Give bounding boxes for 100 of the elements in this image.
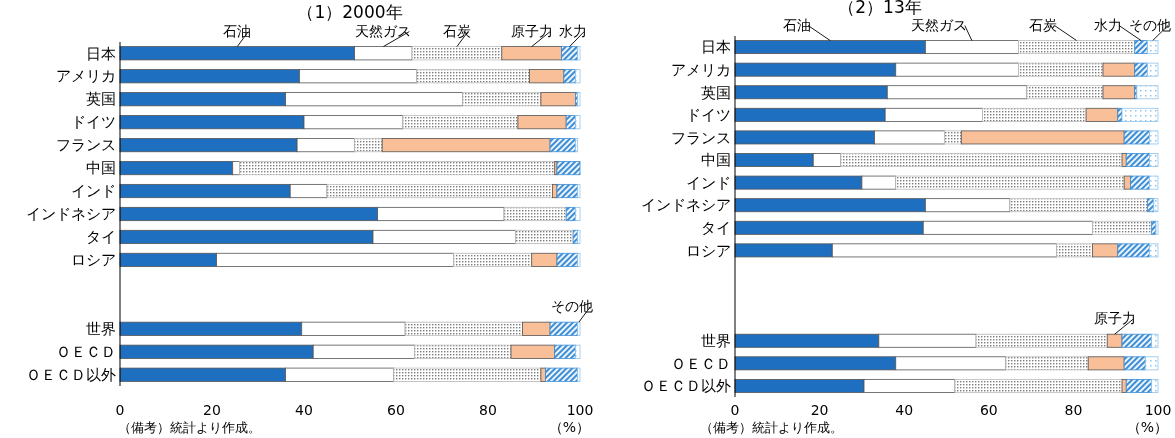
- x-tick-label: 20: [810, 401, 829, 418]
- bar: [1125, 378, 1153, 393]
- bar: [1123, 175, 1131, 190]
- bar: [1121, 333, 1153, 348]
- bar: [575, 138, 579, 153]
- y-tick-label: アメリカ: [671, 60, 731, 79]
- y-tick-label: フランス: [671, 128, 731, 147]
- bar: [1151, 378, 1159, 393]
- bar: [575, 344, 581, 359]
- x-tick-label: 0: [730, 401, 740, 418]
- bar: [1102, 62, 1136, 77]
- bar: [1125, 153, 1150, 167]
- bar: [416, 69, 530, 84]
- bar: [975, 333, 1108, 348]
- x-tick-label: 80: [1064, 401, 1083, 418]
- bar: [1085, 107, 1119, 122]
- bar: [577, 321, 581, 336]
- bar: [1102, 85, 1136, 100]
- y-tick-label: フランス: [56, 136, 116, 155]
- x-tick-label: 100: [566, 401, 594, 418]
- bar: [982, 107, 1087, 122]
- bar: [453, 252, 533, 267]
- bar: [531, 252, 558, 267]
- y-tick-label: ＯＥＣＤ: [671, 354, 731, 373]
- y-tick-label: 世界: [86, 320, 116, 339]
- bar: [501, 46, 562, 61]
- bar: [1136, 85, 1159, 100]
- bar: [577, 229, 581, 245]
- bar: [1009, 198, 1148, 213]
- y-tick-label: インド: [686, 173, 731, 192]
- bar: [393, 367, 542, 382]
- bar: [554, 344, 576, 359]
- y-tick-label: タイ: [86, 228, 116, 247]
- bar: [1117, 243, 1150, 258]
- x-tick-label: 40: [295, 401, 313, 418]
- x-tick-label: 0: [115, 401, 125, 418]
- y-tick-label: 中国: [701, 151, 731, 170]
- bar: [545, 367, 579, 382]
- bar: [1121, 378, 1127, 393]
- bar: [402, 115, 519, 130]
- series-label: 石油: [783, 16, 812, 33]
- series-label: その他: [1128, 16, 1171, 33]
- bar: [577, 46, 581, 61]
- bar: [954, 378, 1123, 393]
- y-tick-label: ロシア: [71, 251, 116, 270]
- y-tick-label: ドイツ: [686, 106, 731, 125]
- bar: [1134, 62, 1148, 77]
- bar: [1018, 62, 1104, 77]
- x-tick-label: 80: [479, 401, 497, 418]
- bar: [549, 321, 579, 336]
- bar: [960, 130, 1125, 145]
- series-label: 原子力: [1093, 310, 1136, 327]
- bar: [549, 138, 576, 153]
- bar: [540, 367, 546, 382]
- x-axis-title: （%）: [548, 419, 590, 435]
- bar: [575, 69, 581, 84]
- bar: [1005, 356, 1089, 371]
- bar: [840, 153, 1123, 167]
- bar: [1056, 243, 1093, 258]
- bar: [1149, 153, 1159, 167]
- series-label: 石炭: [1029, 16, 1058, 33]
- y-tick-label: 世界: [701, 332, 731, 350]
- bar: [577, 183, 581, 199]
- bar: [503, 206, 567, 222]
- bar: [1147, 62, 1159, 77]
- x-tick-label: 60: [979, 401, 998, 418]
- bar: [1147, 40, 1159, 55]
- bar: [1134, 40, 1148, 55]
- series-label: 水力: [1094, 16, 1122, 33]
- y-tick-label: インド: [71, 182, 116, 201]
- bar: [510, 344, 556, 359]
- bar: [1121, 153, 1127, 167]
- bar: [239, 161, 556, 176]
- x-tick-label: 20: [203, 401, 221, 418]
- text: （備考）統計より作成。: [118, 420, 261, 435]
- y-tick-label: インドネシア: [26, 205, 116, 224]
- bar: [462, 92, 542, 107]
- bar: [577, 367, 581, 382]
- bar: [1087, 356, 1125, 371]
- bar: [1092, 220, 1153, 235]
- series-label: 石油: [223, 22, 252, 39]
- bar: [522, 321, 551, 336]
- x-axis-title: （%）: [1126, 419, 1168, 435]
- y-tick-label: アメリカ: [56, 67, 116, 86]
- bar: [1151, 333, 1159, 348]
- chart-title: （2）13年: [838, 0, 922, 17]
- bar: [1092, 243, 1119, 258]
- y-tick-label: ＯＥＣＤ: [56, 343, 116, 362]
- bar: [556, 183, 579, 199]
- bar: [354, 138, 383, 153]
- bar: [563, 69, 576, 84]
- bar: [1123, 130, 1150, 145]
- bar: [1144, 356, 1159, 371]
- bar: [540, 92, 576, 107]
- y-tick-label: ドイツ: [71, 113, 116, 132]
- y-tick-label: ＯＥＣＤ以外: [26, 366, 116, 384]
- bar: [1149, 175, 1159, 190]
- bar: [1130, 175, 1150, 190]
- y-tick-label: 英国: [701, 83, 731, 102]
- y-tick-label: 日本: [701, 38, 731, 57]
